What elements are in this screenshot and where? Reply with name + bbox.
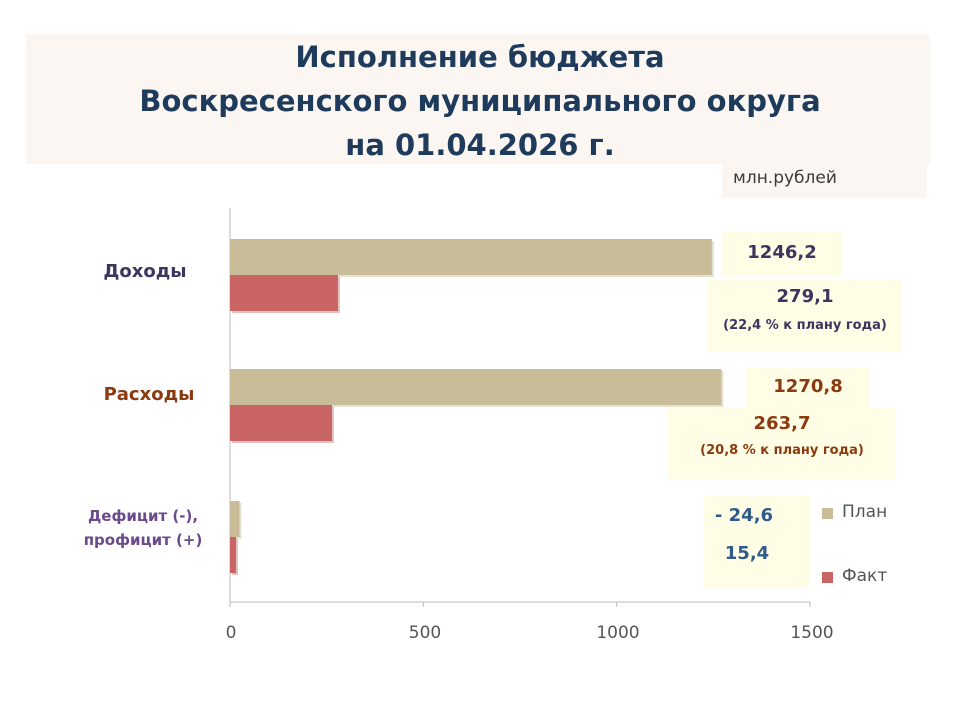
income-plan-value: 1246,2 — [747, 242, 817, 263]
title-line-1: Исполнение бюджета — [295, 40, 665, 74]
category-label-deficit-line1: Дефицит (-), — [87, 507, 199, 525]
income-fact-callout — [708, 280, 902, 352]
deficit-plan-value: - 24,6 — [714, 505, 774, 526]
deficit-callout — [704, 495, 810, 587]
bar-fact — [230, 275, 338, 311]
bar-plan — [230, 369, 722, 405]
bar-fact — [230, 537, 236, 573]
x-tick-label: 0 — [225, 623, 237, 643]
expense-fact-callout — [668, 407, 896, 479]
bar-fact — [230, 405, 332, 441]
unit-label: млн.рублей — [733, 168, 837, 188]
category-label-deficit-line2: профицит (+) — [83, 531, 203, 549]
title-line-2: Воскресенского муниципального округа — [139, 84, 821, 118]
unit-background — [722, 162, 927, 198]
legend-label-plan: План — [842, 502, 888, 522]
income-fact-value: 279,1 — [776, 286, 834, 307]
x-tick-label: 1000 — [596, 623, 640, 643]
expense-plan-value: 1270,8 — [773, 376, 843, 397]
x-tick-label: 1500 — [790, 623, 834, 643]
legend-label-fact: Факт — [842, 566, 888, 586]
deficit-fact-value: 15,4 — [724, 543, 770, 564]
legend-swatch-fact — [822, 572, 833, 583]
income-fact-note: (22,4 % к плану года) — [723, 318, 887, 333]
expense-fact-note: (20,8 % к плану года) — [700, 443, 864, 458]
title-background — [26, 34, 930, 164]
income-plan-callout — [722, 232, 842, 276]
expense-fact-value: 263,7 — [753, 413, 811, 434]
category-label-income: Доходы — [103, 261, 187, 282]
category-label-expense: Расходы — [103, 384, 195, 405]
bar-plan — [230, 501, 240, 537]
legend-swatch-plan — [822, 508, 833, 519]
expense-plan-callout — [746, 367, 870, 407]
bar-plan — [230, 239, 712, 275]
x-tick-label: 500 — [408, 623, 442, 643]
title-line-3: на 01.04.2026 г. — [345, 128, 615, 162]
